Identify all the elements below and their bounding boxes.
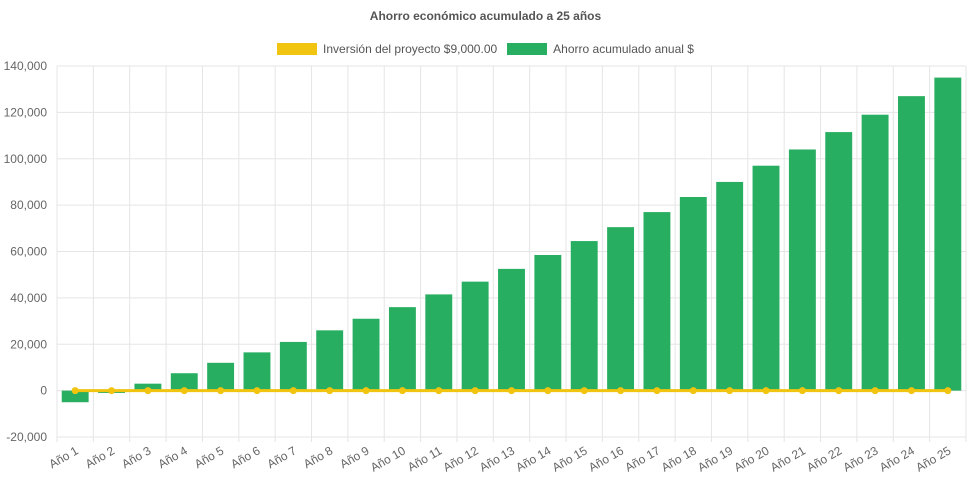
x-tick-label: Año 7 [265,443,299,471]
legend-swatch-investment [277,43,318,55]
point-investment [144,387,152,395]
x-tick-label: Año 21 [768,443,808,474]
point-investment [580,387,588,395]
y-tick-label: -20,000 [6,430,47,444]
point-investment [289,387,297,395]
x-tick-label: Año 11 [405,443,444,474]
x-tick-label: Año 9 [337,443,371,471]
x-tick-label: Año 23 [841,443,881,474]
legend-swatch-savings [507,43,548,55]
legend-label-savings: Ahorro acumulado anual $ [553,42,694,56]
x-tick-label: Año 19 [695,443,735,474]
point-investment [435,387,443,395]
point-investment [835,387,843,395]
point-investment [180,387,188,395]
point-investment [653,387,661,395]
y-tick-label: 80,000 [10,198,47,212]
x-tick-label: Año 12 [441,443,481,474]
x-tick-label: Año 16 [586,443,626,474]
bar-savings [534,254,562,391]
point-investment [217,387,225,395]
bar-savings [316,330,344,391]
x-tick-label: Año 2 [83,443,117,471]
x-tick-label: Año 3 [119,443,153,471]
bar-savings [352,318,380,391]
point-investment [798,387,806,395]
point-investment [362,387,370,395]
bar-savings [61,390,89,403]
x-tick-label: Año 24 [877,443,917,474]
x-tick-label: Año 13 [477,443,517,474]
bar-savings [279,341,307,391]
point-investment [762,387,770,395]
x-tick-label: Año 17 [622,443,662,474]
y-tick-label: 0 [40,384,47,398]
x-tick-label: Año 20 [732,443,772,474]
x-tick-label: Año 1 [47,443,81,471]
x-tick-label: Año 4 [156,443,190,471]
point-investment [726,387,734,395]
bar-savings [825,132,853,391]
x-tick-label: Año 6 [228,443,262,471]
point-investment [544,387,552,395]
x-tick-label: Año 5 [192,443,226,471]
point-investment [326,387,334,395]
x-tick-label: Año 14 [513,443,553,474]
point-investment [71,387,79,395]
y-tick-label: 120,000 [4,105,48,119]
bar-savings [679,197,707,391]
bar-savings [388,307,416,391]
point-investment [471,387,479,395]
point-investment [689,387,697,395]
x-tick-label: Año 25 [913,443,953,474]
bar-savings [898,96,925,391]
y-tick-label: 60,000 [10,245,47,259]
bar-savings [243,352,271,391]
bar-savings [170,373,198,391]
y-tick-label: 100,000 [4,152,48,166]
bar-savings [498,268,525,391]
point-investment [907,387,915,395]
y-tick-label: 20,000 [10,337,47,351]
bar-savings [570,241,598,391]
bar-savings [643,212,671,391]
legend: Inversión del proyecto $9,000.00 Ahorro … [0,42,971,56]
bar-savings [607,227,635,391]
bar-savings [716,181,744,391]
legend-label-investment: Inversión del proyecto $9,000.00 [323,42,498,56]
point-investment [398,387,406,395]
bar-savings [934,77,962,391]
bar-savings [425,294,453,391]
point-investment [871,387,879,395]
point-investment [108,387,116,395]
point-investment [253,387,261,395]
bar-savings [461,281,489,391]
chart-title: Ahorro económico acumulado a 25 años [369,9,602,23]
point-investment [944,387,952,395]
x-tick-label: Año 22 [804,443,844,474]
bar-savings [861,114,889,391]
point-investment [617,387,625,395]
bar-savings [788,149,816,391]
y-tick-label: 40,000 [10,291,47,305]
x-tick-label: Año 8 [301,443,335,471]
legend-item-savings[interactable]: Ahorro acumulado anual $ [507,42,694,56]
bar-savings [207,362,235,391]
x-tick-label: Año 15 [550,443,590,474]
x-tick-label: Año 10 [368,443,408,474]
x-tick-label: Año 18 [659,443,699,474]
legend-item-investment[interactable]: Inversión del proyecto $9,000.00 [277,42,497,56]
y-tick-label: 140,000 [4,59,48,73]
bar-savings [752,165,780,391]
point-investment [508,387,515,395]
